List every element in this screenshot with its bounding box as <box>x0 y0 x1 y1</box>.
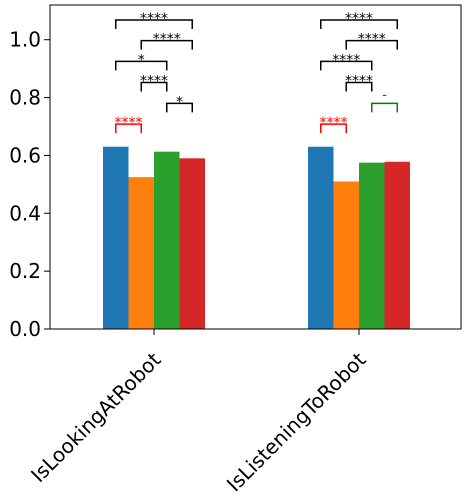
y-tick-label: 0.8 <box>9 86 41 110</box>
significance-bracket <box>320 123 347 134</box>
significance-label: **** <box>345 74 373 90</box>
bar-0-3 <box>179 158 205 329</box>
significance-label: * <box>176 94 183 110</box>
significance-label: **** <box>345 11 373 27</box>
bar-1-0 <box>308 146 334 329</box>
bar-1-2 <box>359 162 385 329</box>
significance-bracket <box>140 81 168 92</box>
bar-0-2 <box>154 151 180 329</box>
significance-label: **** <box>332 52 360 68</box>
y-tick-label: 0.6 <box>9 143 41 167</box>
significance-bracket <box>320 60 373 71</box>
significance-bracket <box>115 19 193 30</box>
significance-label: **** <box>153 32 181 48</box>
significance-group: **********************************-**** <box>115 11 398 134</box>
plot-frame <box>49 4 462 330</box>
significance-bracket <box>345 39 398 50</box>
significance-bracket <box>320 19 398 30</box>
significance-bracket <box>115 60 168 71</box>
significance-label: * <box>138 52 145 68</box>
significance-bracket <box>140 39 193 50</box>
significance-bracket <box>345 81 373 92</box>
x-tick-label: IsLookingAtRobot <box>26 347 166 487</box>
y-tick-label: 0.0 <box>9 317 41 341</box>
significance-label: **** <box>358 32 386 48</box>
y-tick-label: 1.0 <box>9 28 41 52</box>
significance-bracket <box>166 102 193 113</box>
significance-label: **** <box>320 115 348 131</box>
bar-1-3 <box>384 161 410 329</box>
bar-1-1 <box>333 181 359 329</box>
significance-bracket <box>371 102 398 113</box>
significance-bracket <box>115 123 142 134</box>
x-tick-label: IsListeningToRobot <box>222 347 371 496</box>
significance-label: **** <box>140 74 168 90</box>
significance-label: - <box>382 87 387 103</box>
bar-0-1 <box>128 177 154 329</box>
y-tick-label: 0.4 <box>9 201 41 225</box>
y-axis: 0.0 0.2 0.4 0.6 0.8 1.0 <box>9 28 50 341</box>
x-axis: IsLookingAtRobot IsListeningToRobot <box>26 329 371 496</box>
bars-group <box>103 146 410 329</box>
bar-0-0 <box>103 146 129 329</box>
significance-label: **** <box>140 11 168 27</box>
significance-label: **** <box>115 115 143 131</box>
y-tick-label: 0.2 <box>9 259 41 283</box>
